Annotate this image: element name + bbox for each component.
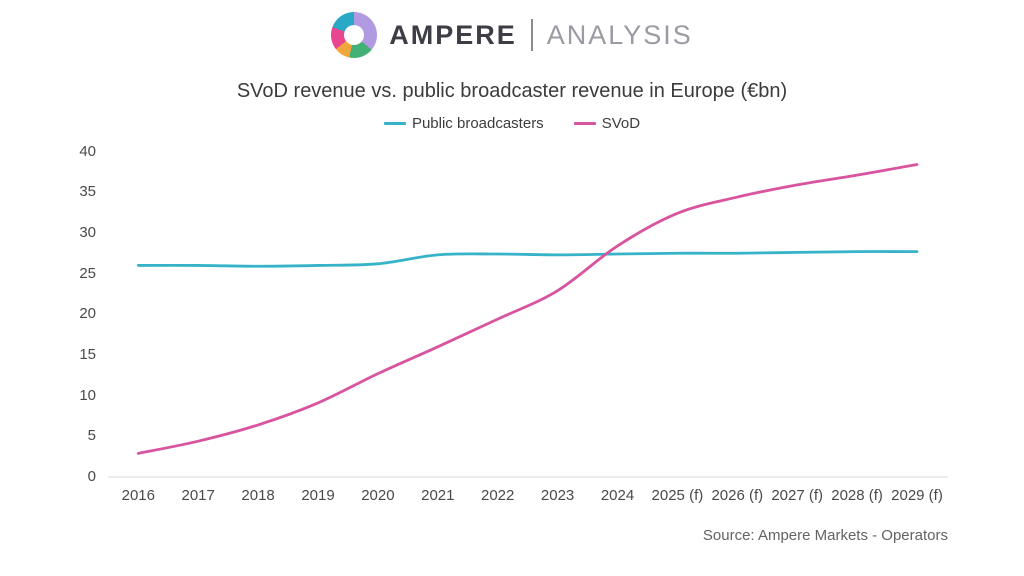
brand-header: AMPERE ANALYSIS bbox=[0, 12, 1024, 58]
x-axis-label: 2020 bbox=[361, 487, 395, 504]
x-axis-label: 2023 bbox=[540, 487, 575, 504]
x-axis-label: 2016 bbox=[121, 487, 155, 504]
x-axis-label: 2026 (f) bbox=[711, 487, 764, 504]
y-axis-label: 30 bbox=[79, 223, 96, 241]
x-axis-label: 2025 (f) bbox=[651, 487, 704, 504]
source-note: Source: Ampere Markets - Operators bbox=[702, 527, 948, 544]
legend-label: Public broadcasters bbox=[411, 115, 544, 132]
series-line-svod bbox=[136, 163, 919, 455]
y-axis-label: 15 bbox=[79, 345, 96, 363]
x-axis-label: 2018 bbox=[241, 487, 275, 504]
x-axis-label: 2019 bbox=[301, 487, 335, 504]
chart-title: SVoD revenue vs. public broadcaster reve… bbox=[236, 80, 788, 102]
x-axis-label: 2021 bbox=[421, 487, 455, 504]
brand-name: AMPERE bbox=[389, 19, 517, 50]
y-axis-label: 25 bbox=[79, 264, 96, 282]
y-axis-label: 0 bbox=[87, 468, 96, 485]
x-axis-label: 2029 (f) bbox=[891, 487, 943, 504]
legend-swatch-icon bbox=[383, 122, 406, 125]
x-axis-label: 2028 (f) bbox=[831, 487, 883, 504]
ampere-logo-icon bbox=[331, 12, 378, 58]
legend-item: SVoD bbox=[573, 115, 641, 132]
y-axis-label: 20 bbox=[79, 305, 96, 323]
x-axis-label: 2017 bbox=[181, 487, 215, 504]
y-axis-label: 35 bbox=[79, 183, 96, 201]
brand-divider bbox=[530, 19, 533, 51]
chart-legend: Public broadcasters SVoD bbox=[0, 115, 1024, 132]
x-axis-label: 2027 (f) bbox=[771, 487, 824, 504]
legend-item: Public broadcasters bbox=[383, 115, 544, 132]
series-line-public-broadcasters bbox=[136, 250, 919, 268]
legend-swatch-icon bbox=[573, 122, 596, 125]
x-axis-label: 2024 bbox=[600, 487, 635, 504]
y-axis-label: 5 bbox=[87, 427, 96, 445]
legend-label: SVoD bbox=[601, 115, 641, 132]
logo-donut-hole bbox=[344, 25, 365, 45]
y-axis-label: 10 bbox=[79, 386, 96, 404]
brand-suffix: ANALYSIS bbox=[546, 19, 693, 50]
x-axis-label: 2022 bbox=[481, 487, 515, 504]
y-axis-label: 40 bbox=[79, 142, 96, 160]
